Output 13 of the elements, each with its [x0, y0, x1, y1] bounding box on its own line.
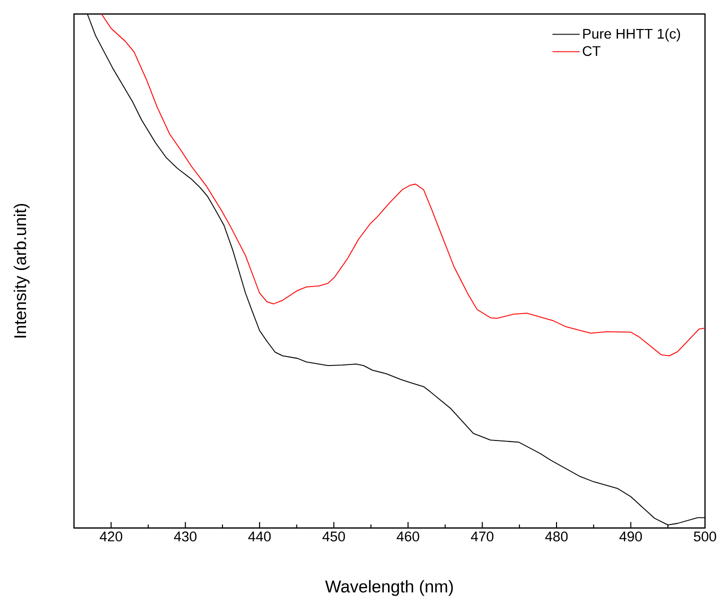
x-tick-label: 490	[619, 532, 642, 542]
x-tick-label: 440	[248, 532, 271, 542]
x-tick-label: 430	[174, 532, 196, 542]
x-tick-label: 470	[470, 532, 494, 542]
x-tick-label: 480	[545, 532, 568, 542]
x-tick-label: 500	[694, 532, 716, 542]
x-axis-title: Wavelength (nm)	[325, 580, 453, 596]
legend-label: Pure HHTT 1(c)	[583, 28, 680, 42]
x-tick-label: 420	[100, 532, 122, 542]
x-tick-label: 450	[322, 532, 345, 542]
y-axis-title: Intensity (arb.unit)	[14, 204, 30, 338]
legend-label: CT	[582, 46, 600, 56]
x-tick-label: 460	[396, 532, 420, 542]
